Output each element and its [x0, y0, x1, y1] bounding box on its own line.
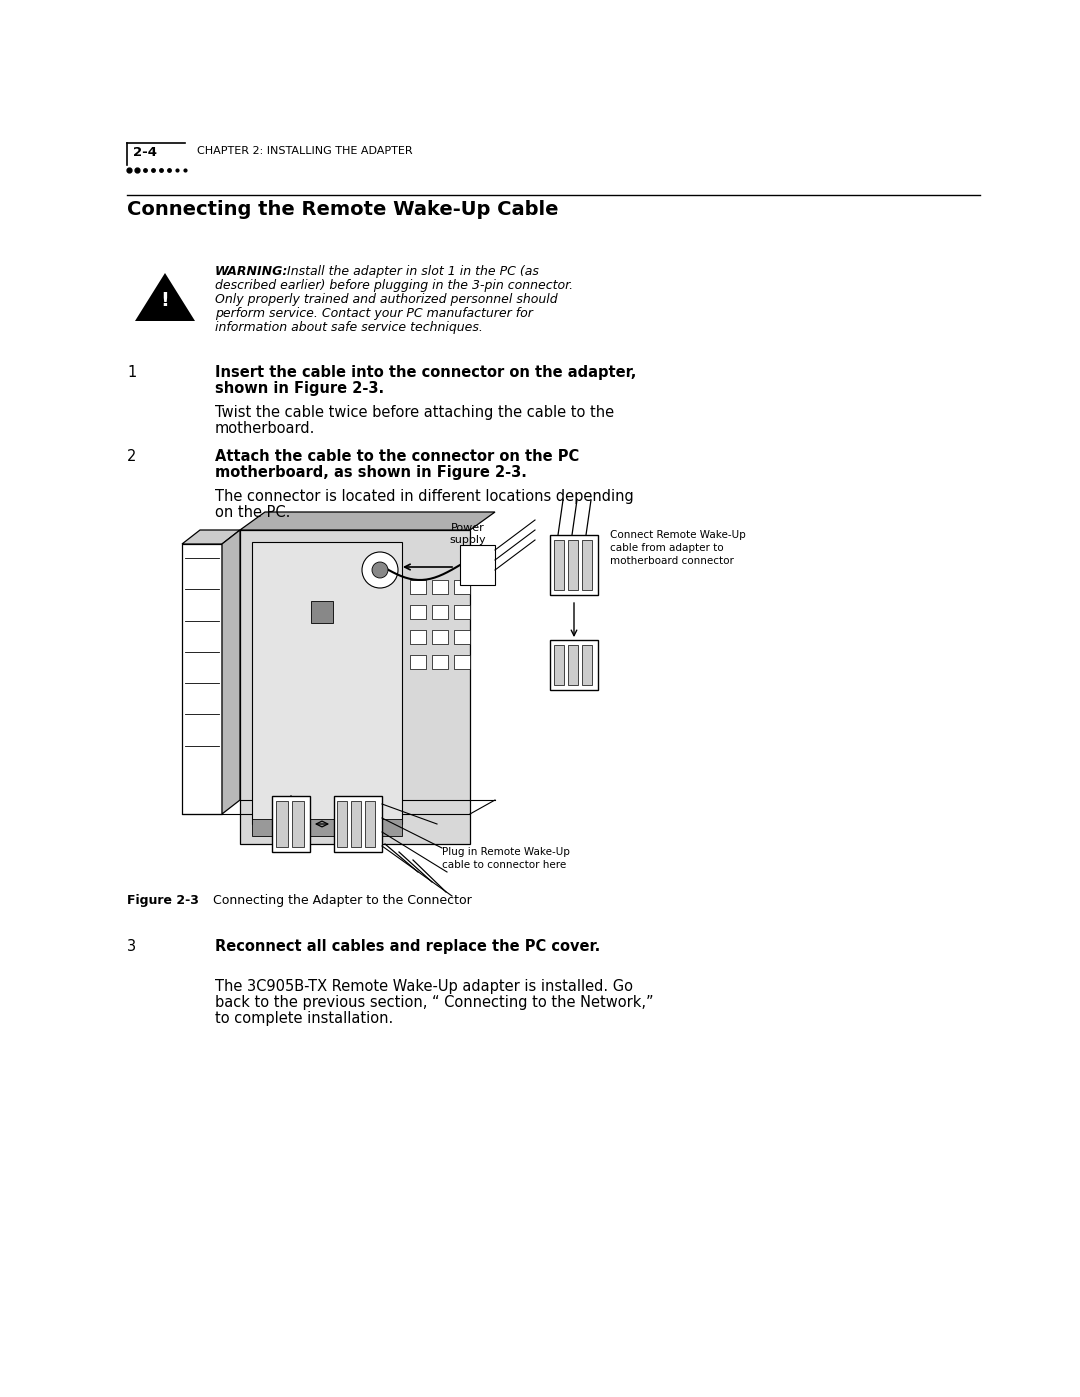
Text: supply: supply	[449, 535, 486, 545]
Text: Only properly trained and authorized personnel should: Only properly trained and authorized per…	[215, 293, 557, 306]
Text: cable from adapter to: cable from adapter to	[610, 543, 724, 553]
Text: Twist the cable twice before attaching the cable to the: Twist the cable twice before attaching t…	[215, 405, 615, 420]
Text: to complete installation.: to complete installation.	[215, 1011, 393, 1025]
Polygon shape	[554, 645, 564, 685]
Text: Connecting the Remote Wake-Up Cable: Connecting the Remote Wake-Up Cable	[127, 200, 558, 219]
Polygon shape	[272, 796, 310, 852]
Polygon shape	[454, 580, 470, 594]
Polygon shape	[410, 605, 426, 619]
Polygon shape	[410, 580, 426, 594]
Polygon shape	[222, 529, 240, 814]
Polygon shape	[582, 541, 592, 590]
Polygon shape	[432, 580, 448, 594]
Circle shape	[362, 552, 399, 588]
Text: 2: 2	[127, 448, 136, 464]
Text: Figure 2-3: Figure 2-3	[127, 894, 199, 907]
Polygon shape	[135, 272, 195, 321]
Text: back to the previous section, “ Connecting to the Network,”: back to the previous section, “ Connecti…	[215, 995, 653, 1010]
Polygon shape	[550, 640, 598, 690]
Polygon shape	[454, 605, 470, 619]
Polygon shape	[582, 645, 592, 685]
Polygon shape	[568, 645, 578, 685]
Text: The 3C905B-TX Remote Wake-Up adapter is installed. Go: The 3C905B-TX Remote Wake-Up adapter is …	[215, 979, 633, 995]
Text: CHAPTER 2: INSTALLING THE ADAPTER: CHAPTER 2: INSTALLING THE ADAPTER	[197, 147, 413, 156]
Polygon shape	[252, 819, 402, 835]
Polygon shape	[550, 535, 598, 595]
Polygon shape	[410, 655, 426, 669]
Polygon shape	[240, 529, 470, 844]
Circle shape	[372, 562, 388, 578]
Polygon shape	[365, 800, 375, 847]
Text: described earlier) before plugging in the 3-pin connector.: described earlier) before plugging in th…	[215, 279, 573, 292]
Text: Connecting the Adapter to the Connector: Connecting the Adapter to the Connector	[205, 894, 472, 907]
Polygon shape	[240, 511, 495, 529]
Text: Power: Power	[450, 522, 484, 534]
Polygon shape	[337, 800, 347, 847]
Text: on the PC.: on the PC.	[215, 504, 291, 520]
Polygon shape	[334, 796, 382, 852]
Polygon shape	[410, 630, 426, 644]
Polygon shape	[292, 800, 303, 847]
Polygon shape	[454, 655, 470, 669]
Text: shown in Figure 2-3.: shown in Figure 2-3.	[215, 381, 384, 395]
Polygon shape	[311, 601, 333, 623]
Text: !: !	[161, 291, 170, 310]
Text: 3: 3	[127, 939, 136, 954]
Polygon shape	[460, 545, 495, 585]
Polygon shape	[252, 542, 402, 824]
Text: Attach the cable to the connector on the PC: Attach the cable to the connector on the…	[215, 448, 579, 464]
Text: perform service. Contact your PC manufacturer for: perform service. Contact your PC manufac…	[215, 307, 532, 320]
Text: 1: 1	[127, 365, 136, 380]
Polygon shape	[432, 605, 448, 619]
Text: Reconnect all cables and replace the PC cover.: Reconnect all cables and replace the PC …	[215, 939, 600, 954]
Text: motherboard.: motherboard.	[215, 420, 315, 436]
Text: information about safe service techniques.: information about safe service technique…	[215, 321, 483, 334]
Polygon shape	[432, 630, 448, 644]
Polygon shape	[351, 800, 361, 847]
Polygon shape	[454, 630, 470, 644]
Polygon shape	[183, 529, 240, 543]
Text: Connect Remote Wake-Up: Connect Remote Wake-Up	[610, 529, 746, 541]
Polygon shape	[183, 543, 222, 814]
Text: Plug in Remote Wake-Up: Plug in Remote Wake-Up	[442, 847, 570, 856]
Text: 2-4: 2-4	[133, 147, 157, 159]
Text: Insert the cable into the connector on the adapter,: Insert the cable into the connector on t…	[215, 365, 636, 380]
Polygon shape	[568, 541, 578, 590]
Polygon shape	[432, 655, 448, 669]
Text: The connector is located in different locations depending: The connector is located in different lo…	[215, 489, 634, 504]
Text: WARNING:: WARNING:	[215, 265, 288, 278]
Text: Install the adapter in slot 1 in the PC (as: Install the adapter in slot 1 in the PC …	[283, 265, 539, 278]
Text: motherboard, as shown in Figure 2-3.: motherboard, as shown in Figure 2-3.	[215, 465, 527, 481]
Text: motherboard connector: motherboard connector	[610, 556, 734, 566]
Text: cable to connector here: cable to connector here	[442, 861, 566, 870]
Polygon shape	[554, 541, 564, 590]
Polygon shape	[276, 800, 288, 847]
